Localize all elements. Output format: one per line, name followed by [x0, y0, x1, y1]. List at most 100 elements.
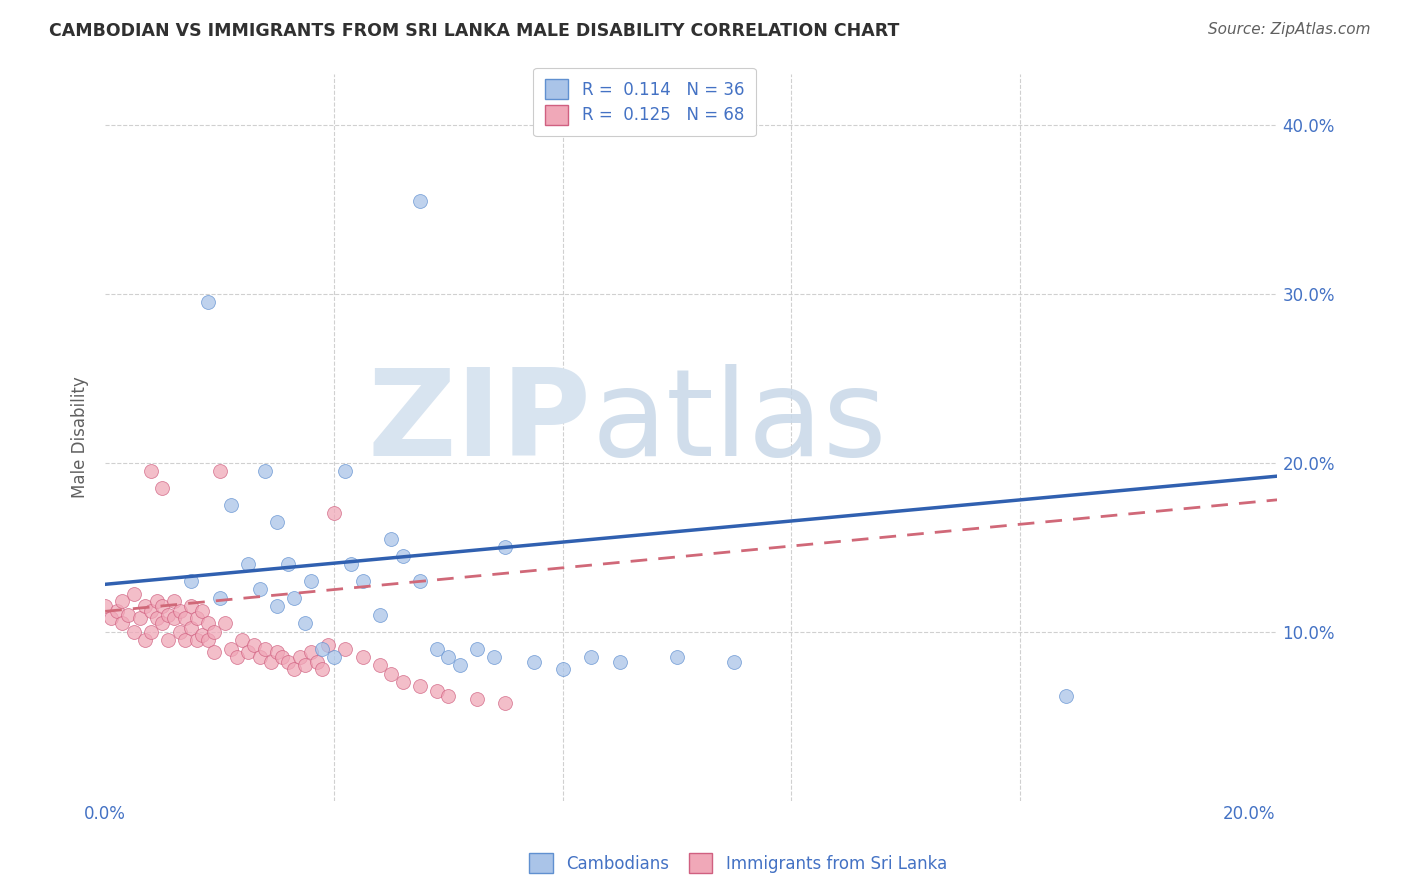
- Point: [266, 599, 288, 614]
- Point: [666, 650, 689, 665]
- Point: [277, 655, 299, 669]
- Point: [219, 498, 242, 512]
- Point: [139, 604, 162, 618]
- Point: [437, 689, 460, 703]
- Point: [243, 638, 266, 652]
- Point: [191, 628, 214, 642]
- Point: [266, 645, 288, 659]
- Point: [134, 633, 156, 648]
- Point: [1054, 689, 1077, 703]
- Point: [238, 645, 260, 659]
- Point: [283, 662, 305, 676]
- Point: [437, 650, 460, 665]
- Point: [214, 616, 236, 631]
- Point: [323, 506, 346, 520]
- Point: [145, 611, 167, 625]
- Point: [294, 616, 316, 631]
- Point: [335, 464, 357, 478]
- Point: [299, 574, 322, 588]
- Point: [202, 624, 225, 639]
- Point: [482, 650, 505, 665]
- Point: [254, 464, 277, 478]
- Point: [100, 611, 122, 625]
- Point: [169, 624, 191, 639]
- Point: [174, 633, 197, 648]
- Point: [186, 611, 208, 625]
- Point: [157, 633, 180, 648]
- Point: [122, 587, 145, 601]
- Point: [266, 515, 288, 529]
- Point: [288, 650, 311, 665]
- Point: [225, 650, 247, 665]
- Point: [426, 641, 449, 656]
- Point: [157, 607, 180, 622]
- Point: [311, 641, 333, 656]
- Point: [391, 549, 413, 563]
- Point: [465, 641, 488, 656]
- Point: [180, 574, 202, 588]
- Point: [352, 574, 374, 588]
- Point: [380, 532, 402, 546]
- Point: [271, 650, 294, 665]
- Point: [391, 675, 413, 690]
- Point: [495, 540, 517, 554]
- Point: [581, 650, 603, 665]
- Point: [122, 624, 145, 639]
- Point: [117, 607, 139, 622]
- Point: [609, 655, 631, 669]
- Point: [150, 616, 173, 631]
- Point: [551, 662, 574, 676]
- Point: [523, 655, 546, 669]
- Point: [260, 655, 283, 669]
- Point: [150, 481, 173, 495]
- Text: atlas: atlas: [592, 364, 887, 482]
- Point: [145, 594, 167, 608]
- Point: [340, 557, 363, 571]
- Point: [449, 658, 471, 673]
- Point: [426, 683, 449, 698]
- Point: [208, 464, 231, 478]
- Point: [409, 574, 432, 588]
- Point: [283, 591, 305, 605]
- Point: [495, 696, 517, 710]
- Point: [277, 557, 299, 571]
- Point: [335, 641, 357, 656]
- Point: [352, 650, 374, 665]
- Point: [134, 599, 156, 614]
- Point: [94, 599, 117, 614]
- Point: [169, 604, 191, 618]
- Point: [111, 616, 134, 631]
- Point: [180, 621, 202, 635]
- Text: CAMBODIAN VS IMMIGRANTS FROM SRI LANKA MALE DISABILITY CORRELATION CHART: CAMBODIAN VS IMMIGRANTS FROM SRI LANKA M…: [49, 22, 900, 40]
- Point: [191, 604, 214, 618]
- Point: [197, 633, 219, 648]
- Point: [323, 650, 346, 665]
- Point: [128, 611, 150, 625]
- Point: [311, 662, 333, 676]
- Point: [163, 611, 186, 625]
- Point: [139, 464, 162, 478]
- Point: [316, 638, 339, 652]
- Point: [723, 655, 745, 669]
- Point: [305, 655, 328, 669]
- Point: [197, 616, 219, 631]
- Point: [249, 582, 271, 597]
- Text: ZIP: ZIP: [368, 364, 592, 482]
- Point: [150, 599, 173, 614]
- Point: [163, 594, 186, 608]
- Point: [111, 594, 134, 608]
- Point: [368, 658, 391, 673]
- Point: [294, 658, 316, 673]
- Point: [409, 679, 432, 693]
- Point: [186, 633, 208, 648]
- Point: [380, 666, 402, 681]
- Point: [208, 591, 231, 605]
- Point: [238, 557, 260, 571]
- Point: [368, 607, 391, 622]
- Point: [139, 624, 162, 639]
- Point: [180, 599, 202, 614]
- Point: [409, 194, 432, 208]
- Point: [465, 692, 488, 706]
- Point: [105, 604, 128, 618]
- Point: [231, 633, 253, 648]
